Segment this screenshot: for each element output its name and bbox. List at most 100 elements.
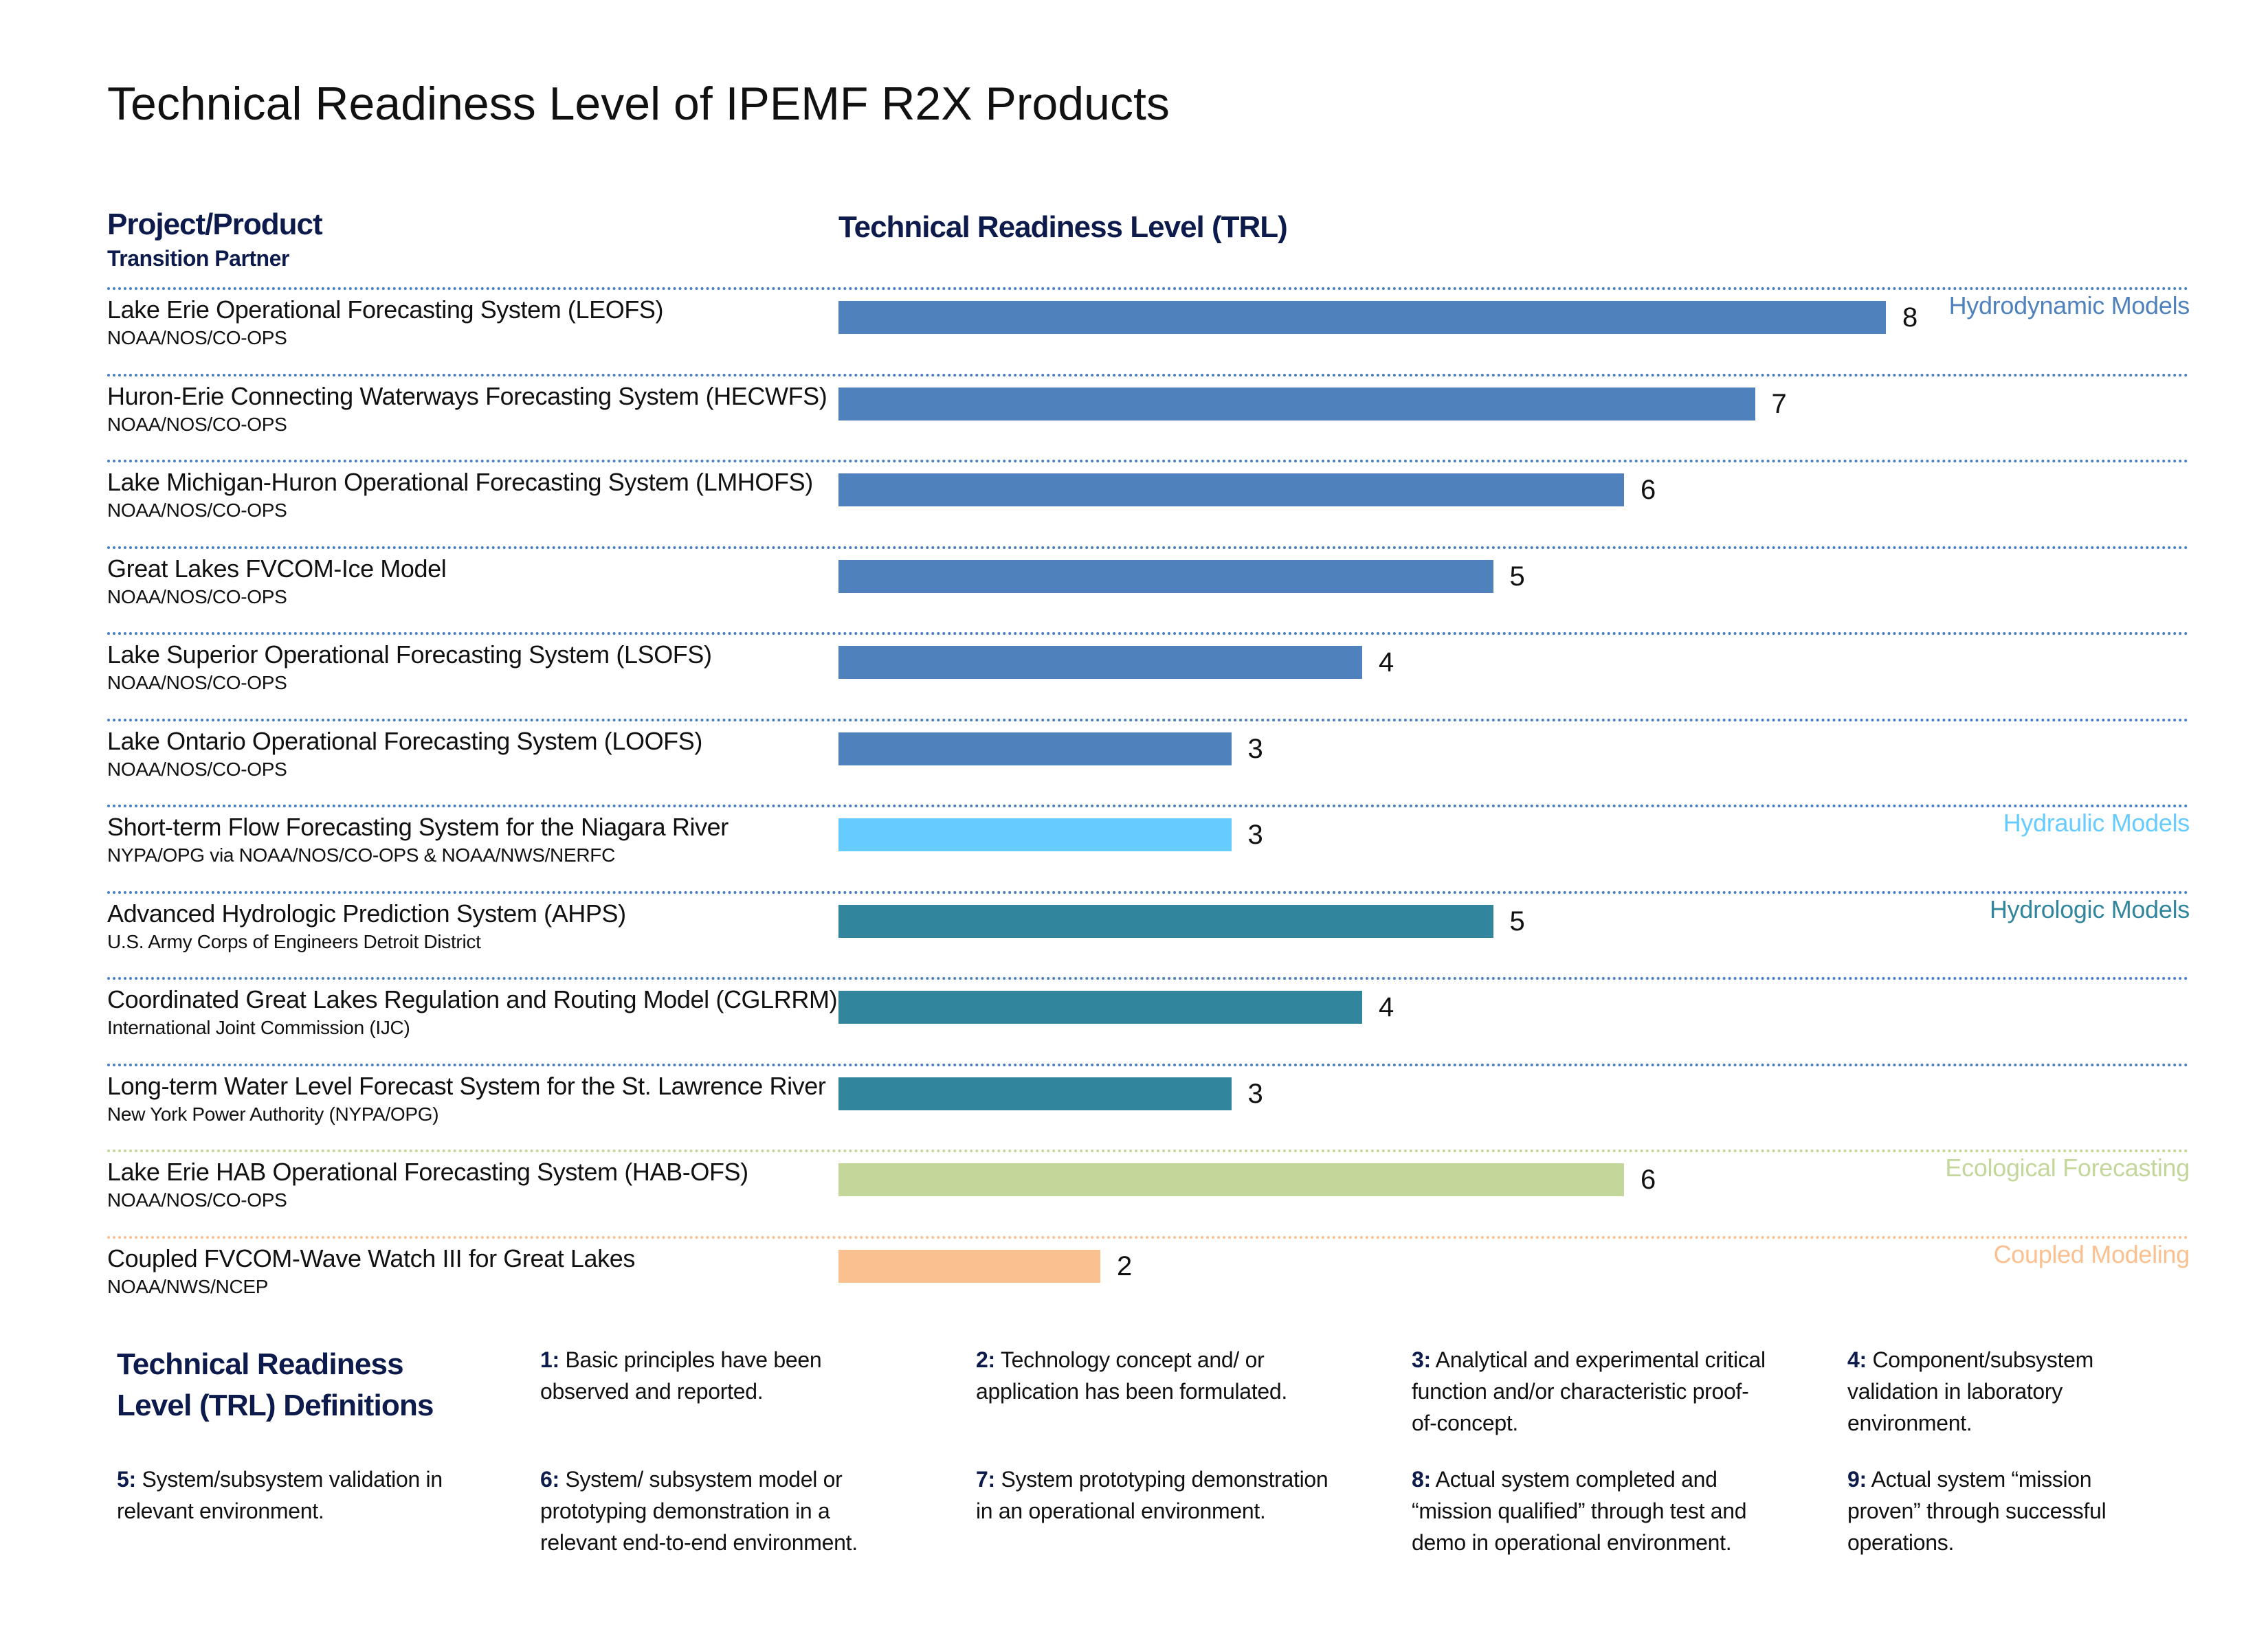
row-separator [107, 890, 2190, 894]
trl-value-label: 6 [1641, 475, 1656, 505]
definitions-title-line1: Technical Readiness [117, 1347, 404, 1381]
trl-bar [838, 387, 1755, 420]
model-category-label: Hydraulic Models [2003, 809, 2190, 837]
trl-value-label: 3 [1247, 733, 1263, 764]
definition-text: System/ subsystem model or prototyping d… [540, 1467, 858, 1555]
project-label: Project/Product [107, 207, 323, 241]
trl-value-label: 8 [1902, 302, 1918, 333]
chart-row: Lake Michigan-Huron Operational Forecast… [0, 460, 2268, 546]
definition-item: 6: System/ subsystem model or prototypin… [540, 1463, 898, 1558]
product-name: Long-term Water Level Forecast System fo… [107, 1071, 826, 1100]
trl-value-label: 2 [1117, 1250, 1133, 1281]
row-separator [107, 1063, 2190, 1066]
row-separator [107, 287, 2190, 290]
product-name: Great Lakes FVCOM-Ice Model [107, 554, 447, 583]
transition-partner: NOAA/NOS/CO-OPS [107, 500, 287, 521]
trl-value-label: 4 [1379, 647, 1394, 677]
chart-row: Short-term Flow Forecasting System for t… [0, 805, 2268, 891]
model-category-label: Ecological Forecasting [1945, 1154, 2190, 1182]
model-category-label: Hydrologic Models [1989, 895, 2190, 923]
product-name: Lake Superior Operational Forecasting Sy… [107, 640, 712, 669]
chart-row: Lake Ontario Operational Forecasting Sys… [0, 718, 2268, 805]
definition-number: 8: [1412, 1467, 1431, 1492]
transition-partner: NOAA/NWS/NCEP [107, 1275, 269, 1297]
row-separator [107, 805, 2190, 807]
definition-number: 2: [976, 1347, 995, 1372]
row-separator [107, 373, 2190, 377]
definition-item: 8: Actual system completed and “mission … [1412, 1463, 1769, 1558]
definitions-title: Technical Readiness Level (TRL) Definiti… [117, 1344, 434, 1426]
trl-bar [838, 904, 1493, 938]
definition-number: 7: [976, 1467, 995, 1492]
definition-item: 9: Actual system “mission proven” throug… [1847, 1463, 2150, 1558]
trl-bar [838, 818, 1232, 851]
chart-row: Coupled FVCOM-Wave Watch III for Great L… [0, 1235, 2268, 1323]
transition-partner: NYPA/OPG via NOAA/NOS/CO-OPS & NOAA/NWS/… [107, 844, 615, 866]
trl-bar [838, 732, 1232, 765]
definition-number: 9: [1847, 1467, 1867, 1492]
trl-value-label: 4 [1379, 992, 1394, 1022]
definition-text: Technology concept and/ or application h… [976, 1347, 1287, 1404]
transition-partner: NOAA/NOS/CO-OPS [107, 413, 287, 435]
chart-row: Long-term Water Level Forecast System fo… [0, 1063, 2268, 1150]
chart-row: Coordinated Great Lakes Regulation and R… [0, 977, 2268, 1064]
definition-item: 3: Analytical and experimental critical … [1412, 1344, 1769, 1439]
trl-value-label: 6 [1641, 1165, 1656, 1195]
definition-number: 6: [540, 1467, 559, 1492]
row-separator [107, 460, 2190, 462]
product-name: Lake Erie HAB Operational Forecasting Sy… [107, 1158, 748, 1186]
page-title: Technical Readiness Level of IPEMF R2X P… [107, 78, 1170, 130]
definition-number: 3: [1412, 1347, 1431, 1372]
transition-partner: NOAA/NOS/CO-OPS [107, 585, 287, 607]
row-separator [107, 1149, 2190, 1152]
chart-row: Great Lakes FVCOM-Ice Model NOAA/NOS/CO-O… [0, 546, 2268, 633]
definitions-title-line2: Level (TRL) Definitions [117, 1389, 434, 1422]
definition-text: System/subsystem validation in relevant … [117, 1467, 443, 1523]
partner-label: Transition Partner [107, 246, 289, 271]
definition-item: 1: Basic principles have been observed a… [540, 1344, 898, 1407]
row-separator [107, 546, 2190, 549]
trl-bar [838, 473, 1624, 506]
row-separator [107, 1235, 2190, 1239]
product-name: Lake Erie Operational Forecasting System… [107, 295, 664, 324]
definition-item: 5: System/subsystem validation in releva… [117, 1463, 460, 1527]
chart-row: Huron-Erie Connecting Waterways Forecast… [0, 373, 2268, 460]
trl-value-label: 3 [1247, 820, 1263, 850]
transition-partner: U.S. Army Corps of Engineers Detroit Dis… [107, 930, 481, 952]
trl-value-label: 5 [1509, 906, 1525, 936]
transition-partner: NOAA/NOS/CO-OPS [107, 327, 287, 348]
product-name: Lake Michigan-Huron Operational Forecast… [107, 468, 813, 496]
product-name: Lake Ontario Operational Forecasting Sys… [107, 726, 702, 755]
product-name: Coordinated Great Lakes Regulation and R… [107, 985, 838, 1013]
definition-text: System prototyping demonstration in an o… [976, 1467, 1328, 1523]
transition-partner: International Joint Commission (IJC) [107, 1017, 410, 1038]
trl-value-label: 3 [1247, 1078, 1263, 1109]
definition-text: Basic principles have been observed and … [540, 1347, 822, 1404]
definition-item: 2: Technology concept and/ or applicatio… [976, 1344, 1347, 1407]
row-separator [107, 718, 2190, 721]
chart-row: Lake Superior Operational Forecasting Sy… [0, 632, 2268, 719]
model-category-label: Coupled Modeling [1993, 1239, 2190, 1268]
trl-bar-chart: Lake Erie Operational Forecasting System… [0, 287, 2268, 1297]
definition-item: 7: System prototyping demonstration in a… [976, 1463, 1333, 1527]
definition-text: Actual system “mission proven” through s… [1847, 1467, 2106, 1555]
trl-value-label: 7 [1771, 388, 1787, 419]
definition-item: 4: Component/subsystem validation in lab… [1847, 1344, 2136, 1439]
chart-row: Lake Erie HAB Operational Forecasting Sy… [0, 1149, 2268, 1236]
trl-axis-label: Technical Readiness Level (TRL) [838, 210, 1288, 244]
product-name: Coupled FVCOM-Wave Watch III for Great L… [107, 1244, 635, 1272]
row-separator [107, 977, 2190, 980]
transition-partner: NOAA/NOS/CO-OPS [107, 672, 287, 693]
transition-partner: New York Power Authority (NYPA/OPG) [107, 1103, 439, 1125]
trl-bar [838, 991, 1362, 1024]
transition-partner: NOAA/NOS/CO-OPS [107, 1189, 287, 1211]
chart-row: Advanced Hydrologic Prediction System (A… [0, 890, 2268, 978]
trl-bar [838, 301, 1886, 334]
trl-bar [838, 1249, 1100, 1283]
trl-bar [838, 646, 1362, 679]
product-name: Huron-Erie Connecting Waterways Forecast… [107, 381, 827, 410]
trl-value-label: 5 [1509, 561, 1525, 592]
trl-bar [838, 1163, 1624, 1196]
row-separator [107, 632, 2190, 635]
definition-text: Actual system completed and “mission qua… [1412, 1467, 1747, 1555]
